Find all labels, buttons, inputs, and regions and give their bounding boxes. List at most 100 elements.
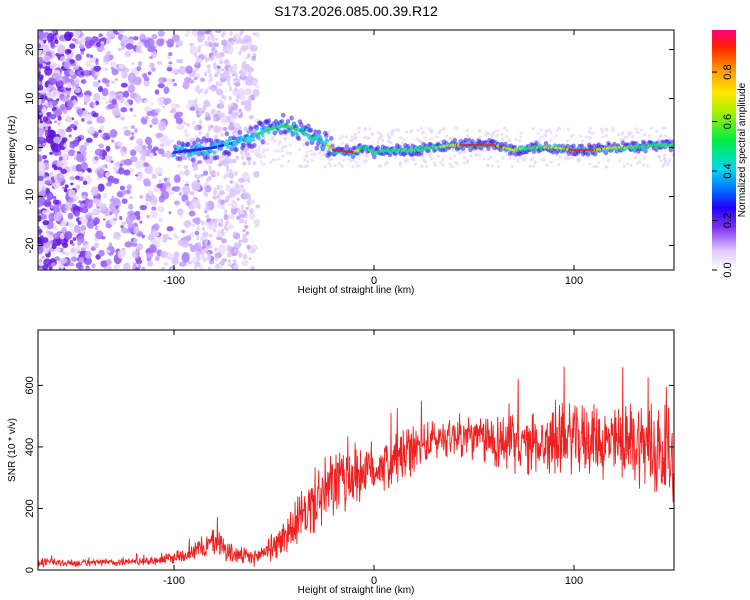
spectrogram-point	[112, 165, 120, 172]
snr-x-axis-title: Height of straight line (km)	[298, 585, 415, 596]
spectrogram-point	[73, 210, 80, 217]
spectrogram-point	[277, 149, 281, 153]
spectrogram-point	[47, 77, 57, 86]
spectrogram-point	[432, 161, 437, 165]
spectrogram-point	[120, 46, 126, 51]
spectrogram-point	[114, 145, 120, 150]
spectrogram-point	[194, 86, 198, 92]
spectrogram-point	[59, 232, 65, 240]
spectrogram-track-point	[296, 136, 301, 142]
spectrogram-point	[132, 113, 137, 118]
spectrogram-point	[273, 149, 278, 153]
spectrogram-point	[91, 263, 96, 269]
spectrogram-point	[66, 49, 72, 54]
spectrogram-point	[175, 117, 183, 125]
spectrogram-point	[237, 93, 241, 99]
spectrogram-point	[163, 86, 170, 94]
spectrogram-point	[73, 224, 81, 234]
spectrogram-point	[228, 124, 235, 131]
spectrogram-point	[64, 231, 73, 240]
spectrogram-point	[220, 94, 225, 100]
spectrogram-point	[604, 165, 609, 169]
spectrogram-point	[217, 193, 221, 199]
spectrogram-point	[376, 130, 380, 135]
spectrogram-point	[183, 165, 188, 169]
spectrogram-point	[501, 156, 505, 160]
spectrogram-y-tick-label: 0	[24, 144, 36, 150]
spectrogram-point	[178, 65, 186, 75]
spectrogram-point	[60, 56, 66, 63]
spectrogram-point	[348, 159, 353, 163]
spectrogram-point	[98, 33, 103, 38]
spectrogram-point	[242, 229, 246, 233]
spectrogram-point	[285, 151, 289, 155]
spectrogram-point	[642, 133, 647, 137]
spectrogram-point	[49, 104, 54, 109]
spectrogram-point	[637, 160, 642, 164]
spectrogram-point	[84, 39, 93, 49]
spectrogram-point	[51, 164, 57, 168]
spectrogram-point	[478, 135, 482, 140]
spectrogram-point	[116, 236, 121, 241]
spectrogram-point	[189, 232, 195, 237]
spectrogram-point	[444, 134, 449, 138]
spectrogram-point	[227, 214, 236, 220]
spectrogram-point	[219, 191, 223, 196]
spectrogram-point	[139, 149, 147, 156]
spectrogram-point	[150, 201, 155, 206]
spectrogram-point	[496, 129, 500, 133]
spectrogram-point	[218, 110, 222, 116]
spectrogram-track-point	[283, 129, 288, 135]
spectrogram-point	[105, 145, 111, 152]
spectrogram-point	[663, 126, 667, 130]
spectrogram-point	[52, 225, 58, 231]
spectrogram-point	[68, 189, 76, 199]
spectrogram-point	[105, 50, 112, 56]
spectrogram-point	[72, 99, 77, 105]
spectrogram-point	[173, 82, 178, 87]
spectrogram-point	[599, 127, 604, 132]
spectrogram-point	[77, 37, 85, 44]
spectrogram-point	[62, 108, 68, 114]
spectrogram-point	[134, 94, 142, 103]
spectrogram-track-point	[231, 135, 237, 141]
spectrogram-point	[232, 131, 236, 137]
spectrogram-point	[93, 217, 100, 225]
spectrogram-point	[216, 65, 221, 70]
spectrogram-point	[135, 174, 139, 177]
spectrogram-point	[201, 110, 205, 114]
spectrogram-point	[147, 233, 155, 241]
spectrogram-point	[38, 226, 41, 230]
spectrogram-track-point	[279, 119, 285, 125]
spectrogram-point	[46, 86, 50, 92]
spectrogram-point	[200, 173, 205, 177]
spectrogram-point	[52, 233, 61, 240]
spectrogram-point	[129, 167, 135, 173]
spectrogram-y-axis-title: Frequency (Hz)	[7, 116, 18, 185]
spectrogram-point	[194, 264, 198, 270]
spectrogram-point	[223, 59, 230, 65]
spectrogram-point	[169, 191, 175, 196]
spectrogram-point	[194, 98, 198, 103]
spectrogram-point	[111, 98, 117, 105]
spectrogram-point	[429, 137, 433, 141]
spectrogram-point	[189, 245, 197, 253]
spectrogram-point	[123, 262, 131, 270]
spectrogram-point	[200, 220, 205, 226]
snr-series-line	[38, 366, 674, 569]
spectrogram-point	[67, 149, 76, 157]
spectrogram-point	[232, 188, 237, 194]
spectrogram-track-point	[252, 142, 257, 148]
spectrogram-point	[663, 134, 667, 138]
spectrogram-point	[221, 238, 227, 244]
spectrogram-point	[557, 126, 561, 131]
spectrogram-point	[202, 249, 207, 254]
spectrogram-point	[669, 137, 673, 141]
spectrogram-point	[518, 139, 522, 143]
spectrogram-point	[218, 160, 223, 166]
spectrogram-point	[164, 181, 171, 188]
spectrogram-point	[125, 215, 134, 225]
spectrogram-y-tick-label: 20	[24, 43, 36, 55]
spectrogram-point	[151, 34, 158, 40]
spectrogram-point	[121, 70, 128, 79]
